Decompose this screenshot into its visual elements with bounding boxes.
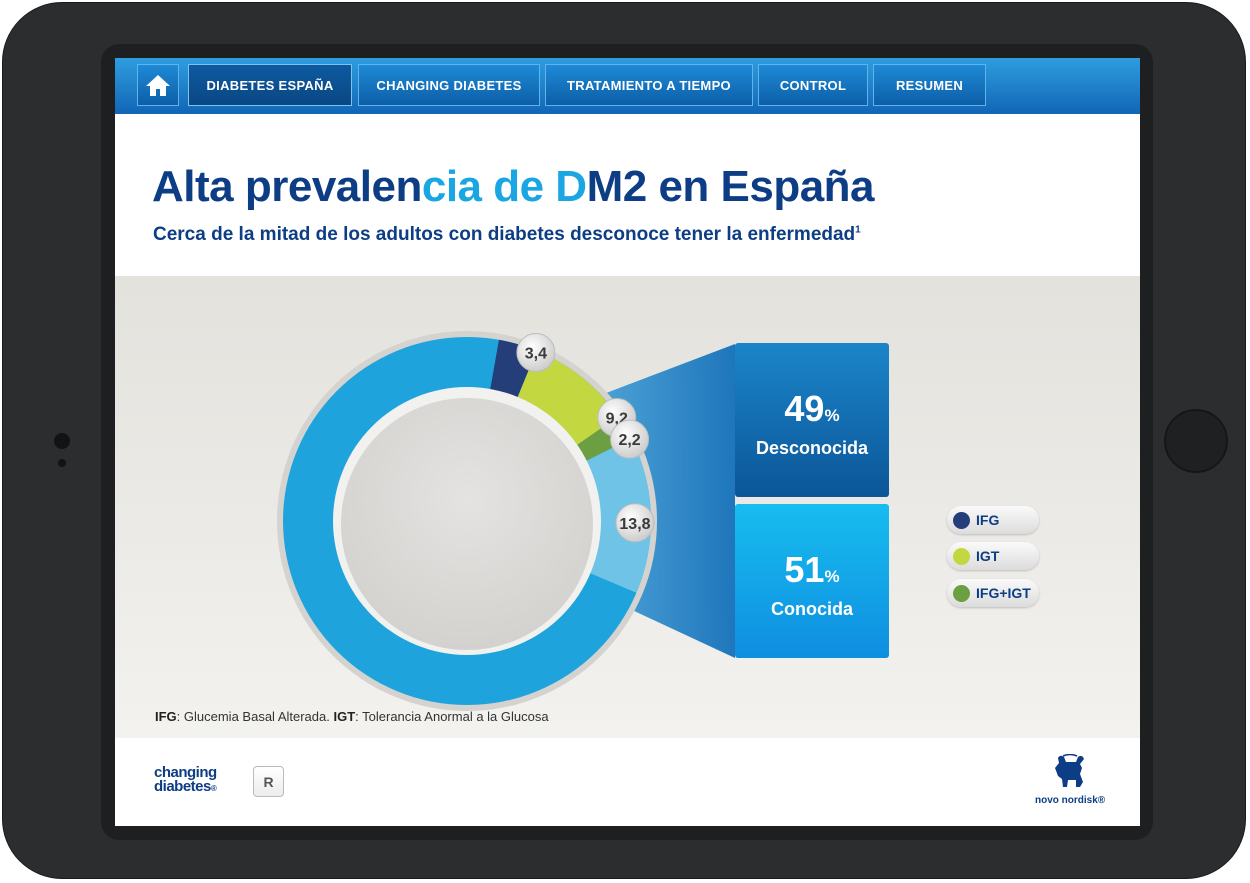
title-part1: Alta prevalen [152,162,422,211]
home-icon [146,75,170,96]
slice-label-bubble: 13,8 [615,503,655,543]
footer-bar: changing diabetes® R novo nordisk® [115,738,1140,826]
novo-nordisk-logo: novo nordisk® [1035,753,1106,810]
footnote-ifg-abbr: IFG [155,709,177,724]
title-part2: M2 en España [586,162,875,211]
logo-line2-wrap: diabetes® [154,778,217,796]
tab-diabetes-espana[interactable]: DIABETES ESPAÑA [188,64,352,106]
subtitle-reference: 1 [855,224,861,236]
logo-line1: changing [154,764,217,781]
slice-label-bubble: 3,4 [516,333,556,373]
legend-dot-ifg-igt [953,584,970,602]
desconocida-unit: % [824,406,840,425]
novo-nordisk-text: novo nordisk® [1035,795,1106,806]
logo-line2: diabetes [154,778,211,795]
apis-bull-icon [1055,753,1084,787]
legend-dot-igt [953,547,970,565]
hardware-home-button[interactable] [1164,409,1228,473]
logo-mark: ® [210,784,217,793]
top-nav: DIABETES ESPAÑA CHANGING DIABETES TRATAM… [115,58,1140,114]
slice-value-label: 13,8 [619,516,650,533]
camera-icon [54,433,70,449]
subtitle-text: Cerca de la mitad de los adultos con dia… [153,224,856,245]
legend-item-igt[interactable]: IGT [947,542,1039,570]
sensor-icon [58,459,66,467]
donut-chart: 3,49,22,213,8 [277,331,735,711]
donut-hole [341,398,593,650]
conocida-value: 51 [784,549,825,590]
legend-label-ifg: IFG [976,512,1000,528]
desconocida-value: 49 [784,388,825,429]
tab-tratamiento-a-tiempo[interactable]: TRATAMIENTO A TIEMPO [545,64,753,106]
legend-item-ifg-igt[interactable]: IFG+IGT [947,579,1039,607]
footnote: IFG: Glucemia Basal Alterada. IGT: Toler… [155,709,549,724]
legend-dot-ifg [953,511,970,529]
tab-control[interactable]: CONTROL [758,64,868,106]
slice-label-bubble-bg [516,333,556,373]
legend-item-ifg[interactable]: IFG [947,506,1039,534]
conocida-percent: 51% [735,552,889,595]
box-conocida: 51% Conocida [735,504,889,658]
screen: DIABETES ESPAÑA CHANGING DIABETES TRATAM… [115,58,1140,826]
page-title: Alta prevalencia de DM2 en España [152,162,875,212]
footnote-igt-abbr: IGT [333,709,356,724]
desconocida-label: Desconocida [755,438,869,458]
legend-label-ifg-igt: IFG+IGT [976,585,1031,601]
tab-changing-diabetes[interactable]: CHANGING DIABETES [358,64,540,106]
desconocida-percent: 49% [735,391,889,434]
changing-diabetes-logo: changing diabetes® [154,764,217,796]
page-subtitle: Cerca de la mitad de los adultos con dia… [153,224,861,246]
chart-area: 3,4 9,2 2,2 13,8 49% Desconocida 51% Conoci… [115,276,1140,738]
legend-label-igt: IGT [976,548,1000,564]
references-button[interactable]: R [253,766,284,797]
footnote-ifg-text: : Glucemia Basal Alterada. [176,709,334,724]
conocida-unit: % [824,567,840,586]
conocida-label: Conocida [770,599,853,619]
box-desconocida: 49% Desconocida [735,343,889,497]
slice-label-bubble-bg [615,503,655,543]
home-button[interactable] [137,64,179,106]
footnote-igt-text: : Tolerancia Anormal a la Glucosa [355,709,549,724]
donut-slice-igt [516,350,619,448]
slice-label-bubble: 2,2 [610,419,650,459]
slice-label-bubble-bg [610,419,650,459]
tab-resumen[interactable]: RESUMEN [873,64,986,106]
slice-value-label: 3,4 [525,346,547,363]
slice-value-label: 2,2 [618,432,640,449]
title-highlight: cia de D [421,162,587,211]
